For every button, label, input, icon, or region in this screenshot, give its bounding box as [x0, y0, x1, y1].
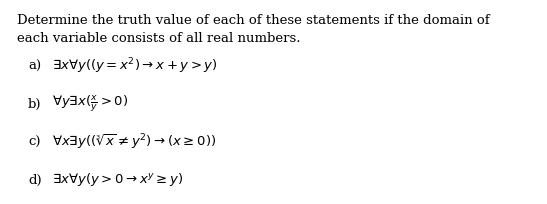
Text: each variable consists of all real numbers.: each variable consists of all real numbe…	[17, 32, 300, 45]
Text: $\forall x\exists y((\sqrt[3]{x} \neq y^2) \rightarrow (x \geq 0))$: $\forall x\exists y((\sqrt[3]{x} \neq y^…	[52, 132, 216, 152]
Text: a): a)	[28, 60, 41, 72]
Text: $\forall y\exists x(\frac{x}{y} > 0)$: $\forall y\exists x(\frac{x}{y} > 0)$	[52, 94, 128, 114]
Text: c): c)	[28, 135, 40, 149]
Text: d): d)	[28, 173, 42, 186]
Text: b): b)	[28, 98, 42, 111]
Text: $\exists x\forall y((y = x^2) \rightarrow x + y > y)$: $\exists x\forall y((y = x^2) \rightarro…	[52, 56, 218, 76]
Text: $\exists x\forall y(y > 0 \rightarrow x^y \geq y)$: $\exists x\forall y(y > 0 \rightarrow x^…	[52, 172, 183, 188]
Text: Determine the truth value of each of these statements if the domain of: Determine the truth value of each of the…	[17, 14, 490, 27]
